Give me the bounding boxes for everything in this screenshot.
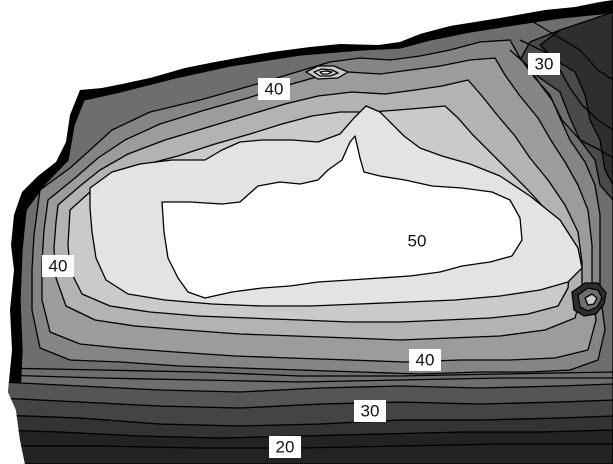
label-top-right: 30 — [535, 55, 554, 74]
right-feature-3 — [584, 293, 598, 306]
label-top: 40 — [265, 80, 284, 99]
band-bottom-4 — [8, 381, 613, 409]
label-lower-center: 40 — [416, 351, 435, 370]
label-left: 40 — [49, 257, 68, 276]
band-core — [161, 135, 523, 299]
label-center: 50 — [408, 232, 427, 251]
label-bottom-mid: 30 — [361, 402, 380, 421]
contour-labels: 40 30 40 50 40 30 20 — [42, 53, 560, 458]
top-peak-core — [319, 70, 333, 75]
label-bottom: 20 — [276, 438, 295, 457]
